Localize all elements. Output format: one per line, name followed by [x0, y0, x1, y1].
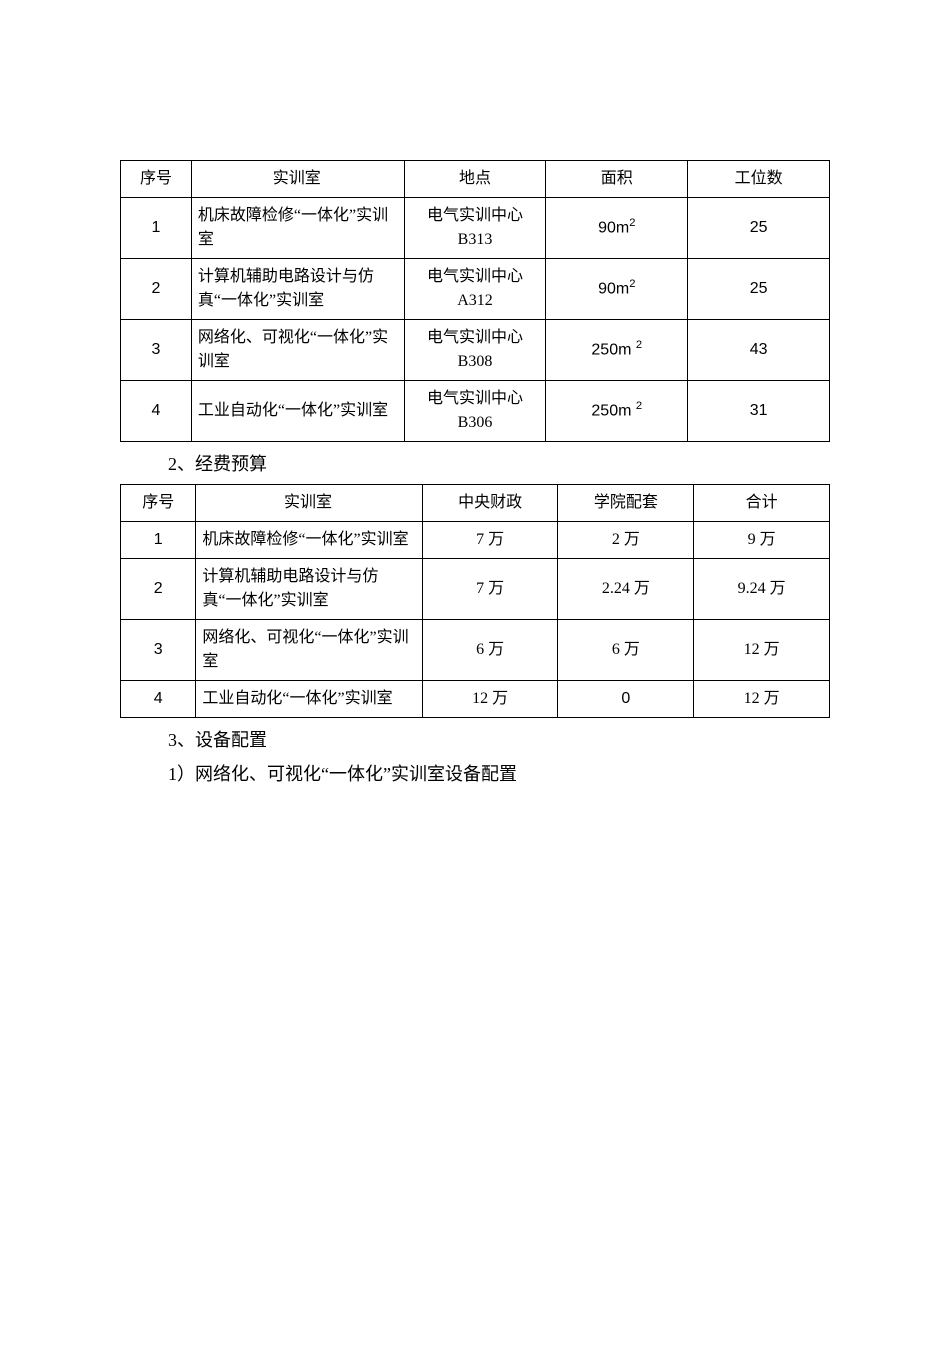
cell-location: 电气实训中心B313 — [404, 198, 546, 259]
area-superscript: 2 — [636, 339, 642, 351]
table-row: 3 网络化、可视化“一体化”实训室 6 万 6 万 12 万 — [121, 620, 830, 681]
cell-central: 12 万 — [422, 681, 558, 718]
cell-college: 2.24 万 — [558, 559, 694, 620]
cell-seq: 1 — [121, 522, 196, 559]
cell-location: 电气实训中心B308 — [404, 320, 546, 381]
cell-seq: 3 — [121, 320, 192, 381]
header-central: 中央财政 — [422, 485, 558, 522]
cell-location: 电气实训中心A312 — [404, 259, 546, 320]
table-row: 2 计算机辅助电路设计与仿真“一体化”实训室 电气实训中心A312 90m2 2… — [121, 259, 830, 320]
cell-location: 电气实训中心B306 — [404, 381, 546, 442]
header-workstations: 工位数 — [688, 161, 830, 198]
cell-workstations: 43 — [688, 320, 830, 381]
cell-total: 12 万 — [694, 681, 830, 718]
cell-total: 9.24 万 — [694, 559, 830, 620]
table-training-rooms: 序号 实训室 地点 面积 工位数 1 机床故障检修“一体化”实训室 电气实训中心… — [120, 160, 830, 442]
cell-room: 计算机辅助电路设计与仿真“一体化”实训室 — [191, 259, 404, 320]
cell-room: 机床故障检修“一体化”实训室 — [191, 198, 404, 259]
heading-equipment-sub: 1）网络化、可视化“一体化”实训室设备配置 — [168, 760, 830, 786]
cell-seq: 1 — [121, 198, 192, 259]
area-unit: m — [616, 220, 629, 237]
table-row: 4 工业自动化“一体化”实训室 12 万 0 12 万 — [121, 681, 830, 718]
cell-college: 6 万 — [558, 620, 694, 681]
table-header-row: 序号 实训室 中央财政 学院配套 合计 — [121, 485, 830, 522]
cell-workstations: 31 — [688, 381, 830, 442]
cell-room: 机床故障检修“一体化”实训室 — [196, 522, 422, 559]
cell-total: 12 万 — [694, 620, 830, 681]
cell-college: 2 万 — [558, 522, 694, 559]
cell-seq: 2 — [121, 559, 196, 620]
cell-workstations: 25 — [688, 198, 830, 259]
area-value: 250 — [591, 403, 618, 420]
header-room: 实训室 — [196, 485, 422, 522]
table-row: 3 网络化、可视化“一体化”实训室 电气实训中心B308 250m 2 43 — [121, 320, 830, 381]
area-value: 250 — [591, 342, 618, 359]
cell-room: 工业自动化“一体化”实训室 — [191, 381, 404, 442]
header-room: 实训室 — [191, 161, 404, 198]
cell-seq: 4 — [121, 681, 196, 718]
cell-room: 工业自动化“一体化”实训室 — [196, 681, 422, 718]
table-row: 1 机床故障检修“一体化”实训室 电气实训中心B313 90m2 25 — [121, 198, 830, 259]
cell-area: 250m 2 — [546, 381, 688, 442]
area-superscript: 2 — [629, 278, 635, 290]
cell-seq: 2 — [121, 259, 192, 320]
heading-budget: 2、经费预算 — [168, 450, 830, 476]
header-seq: 序号 — [121, 485, 196, 522]
cell-area: 90m2 — [546, 198, 688, 259]
table-row: 4 工业自动化“一体化”实训室 电气实训中心B306 250m 2 31 — [121, 381, 830, 442]
table-row: 2 计算机辅助电路设计与仿真“一体化”实训室 7 万 2.24 万 9.24 万 — [121, 559, 830, 620]
cell-college: 0 — [558, 681, 694, 718]
cell-central: 6 万 — [422, 620, 558, 681]
cell-room: 计算机辅助电路设计与仿真“一体化”实训室 — [196, 559, 422, 620]
table-row: 1 机床故障检修“一体化”实训室 7 万 2 万 9 万 — [121, 522, 830, 559]
cell-workstations: 25 — [688, 259, 830, 320]
header-location: 地点 — [404, 161, 546, 198]
heading-equipment: 3、设备配置 — [168, 726, 830, 752]
area-superscript: 2 — [636, 400, 642, 412]
cell-central: 7 万 — [422, 522, 558, 559]
cell-area: 250m 2 — [546, 320, 688, 381]
area-unit: m — [618, 403, 636, 420]
area-superscript: 2 — [629, 217, 635, 229]
cell-room: 网络化、可视化“一体化”实训室 — [196, 620, 422, 681]
table-header-row: 序号 实训室 地点 面积 工位数 — [121, 161, 830, 198]
area-unit: m — [618, 342, 636, 359]
cell-seq: 3 — [121, 620, 196, 681]
cell-room: 网络化、可视化“一体化”实训室 — [191, 320, 404, 381]
area-unit: m — [616, 281, 629, 298]
cell-total: 9 万 — [694, 522, 830, 559]
header-college: 学院配套 — [558, 485, 694, 522]
cell-area: 90m2 — [546, 259, 688, 320]
cell-central: 7 万 — [422, 559, 558, 620]
area-value: 90 — [598, 220, 616, 237]
header-total: 合计 — [694, 485, 830, 522]
header-area: 面积 — [546, 161, 688, 198]
table-budget: 序号 实训室 中央财政 学院配套 合计 1 机床故障检修“一体化”实训室 7 万… — [120, 484, 830, 718]
cell-seq: 4 — [121, 381, 192, 442]
area-value: 90 — [598, 281, 616, 298]
header-seq: 序号 — [121, 161, 192, 198]
document-content: 序号 实训室 地点 面积 工位数 1 机床故障检修“一体化”实训室 电气实训中心… — [120, 160, 830, 786]
